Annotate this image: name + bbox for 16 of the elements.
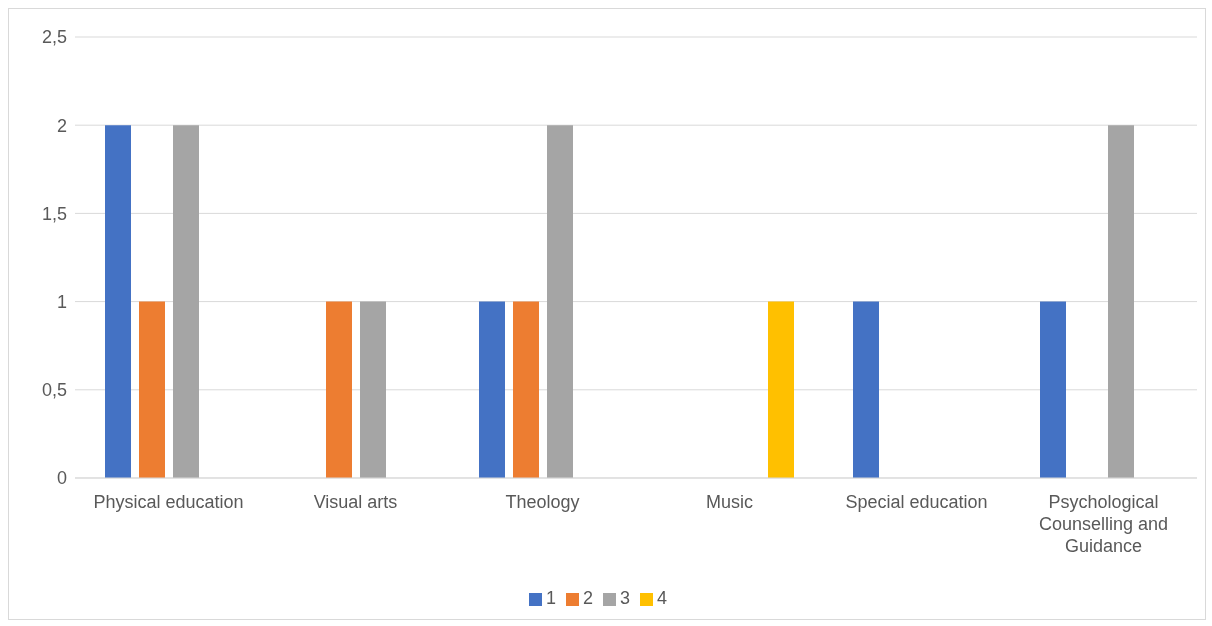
legend-label: 2 (582, 588, 593, 608)
y-tick-label: 2,5 (41, 27, 67, 48)
y-tick-label: 0,5 (41, 380, 67, 401)
y-tick-label: 2 (56, 115, 67, 136)
x-tick-label: Theology (505, 492, 580, 512)
y-tick-label: 1 (56, 291, 67, 312)
x-tick-label: Psychological Counselling and Guidance (1038, 492, 1169, 556)
y-tick-label: 0 (56, 468, 67, 489)
x-tick-label: Special education (845, 492, 988, 512)
x-tick-label: Music (705, 492, 754, 512)
x-tick-label: Physical education (93, 492, 244, 512)
y-tick-label: 1,5 (41, 203, 67, 224)
x-tick-label: Visual arts (313, 492, 398, 512)
legend-label: 3 (620, 588, 631, 608)
legend-label: 1 (545, 588, 556, 608)
legend-label: 4 (657, 588, 668, 608)
